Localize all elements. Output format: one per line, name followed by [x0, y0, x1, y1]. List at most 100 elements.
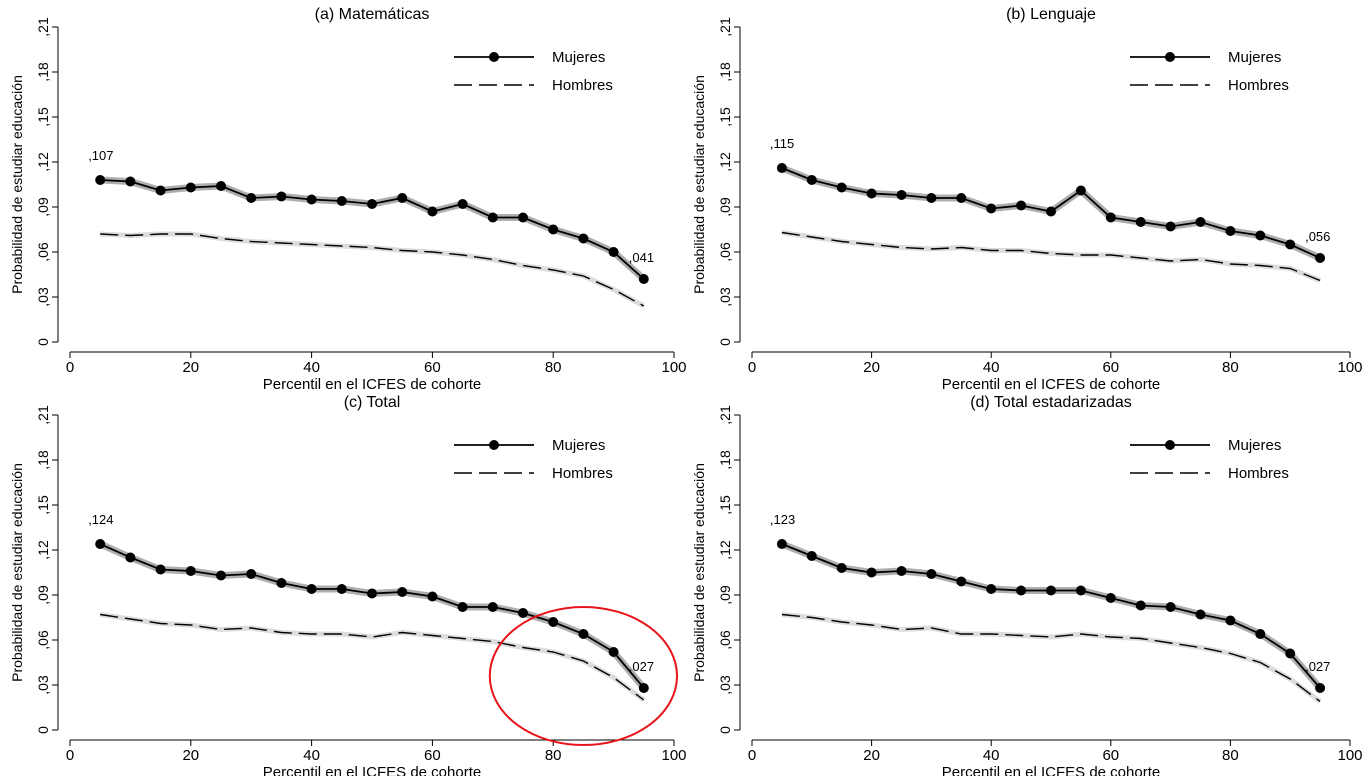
x-axis-label: Percentil en el ICFES de cohorte [942, 764, 1160, 776]
series-line-hombres [781, 231, 1321, 282]
data-point-mujeres [1046, 585, 1056, 596]
x-tick-label: 40 [303, 747, 320, 764]
x-tick-label: 0 [748, 747, 756, 764]
data-point-mujeres [986, 584, 997, 594]
series-band-mujeres [100, 176, 647, 282]
data-point-mujeres [155, 185, 166, 196]
y-tick-label: ,15 [35, 107, 51, 127]
series-band-mujeres [780, 540, 1323, 691]
x-tick-label: 0 [66, 747, 74, 764]
y-tick-label: ,21 [35, 405, 51, 425]
legend-marker-mujeres [1165, 440, 1175, 450]
data-point-mujeres [1135, 217, 1146, 227]
data-point-mujeres [1046, 206, 1056, 217]
data-point-mujeres [1165, 221, 1176, 232]
series-line-hombres [100, 613, 645, 701]
data-point-mujeres [1315, 253, 1326, 263]
x-tick-label: 80 [1222, 359, 1239, 376]
x-axis-label: Percentil en el ICFES de cohorte [263, 376, 481, 393]
data-point-mujeres [216, 570, 226, 581]
legend-label-mujeres: Mujeres [552, 437, 605, 454]
data-point-mujeres [276, 191, 287, 202]
data-point-mujeres [397, 193, 408, 203]
x-tick-label: 20 [182, 747, 199, 764]
y-tick-label: ,06 [717, 242, 733, 262]
y-tick-label: ,03 [35, 675, 51, 695]
x-tick-label: 60 [1102, 747, 1119, 764]
y-tick-label: ,03 [717, 287, 733, 307]
data-point-mujeres [1285, 648, 1296, 659]
y-tick-label: ,09 [717, 585, 733, 605]
y-axis-label: Probabilidad de estudiar educación [9, 463, 25, 682]
data-point-mujeres [956, 193, 967, 203]
y-tick-label: 0 [717, 726, 733, 734]
y-tick-label: ,12 [35, 152, 51, 172]
data-point-mujeres [185, 566, 196, 576]
chart-panel-3: (c) Total 0 ,03 ,06 ,09 ,12 ,15 ,18 ,21 Probabili… [9, 394, 687, 776]
data-point-mujeres [1315, 683, 1326, 693]
data-point-mujeres [125, 552, 136, 563]
x-tick-label: 20 [863, 747, 880, 764]
chart-title: (c) Total [344, 394, 401, 411]
x-tick-label: 80 [545, 359, 562, 376]
series-line-hombres [100, 233, 645, 307]
y-tick-label: ,15 [717, 495, 733, 515]
x-tick-label: 100 [661, 359, 686, 376]
y-tick-label: ,12 [717, 540, 733, 560]
legend-label-hombres: Hombres [552, 465, 613, 482]
legend-label-hombres: Hombres [1228, 77, 1289, 94]
y-axis-label: Probabilidad de estudiar educación [691, 463, 707, 682]
data-point-mujeres [216, 181, 226, 191]
data-point-mujeres [1075, 185, 1086, 196]
y-tick-label: ,09 [717, 197, 733, 217]
data-point-mujeres [608, 647, 619, 657]
series-band-hombres [100, 231, 645, 309]
data-point-mujeres [1255, 629, 1266, 639]
y-axis-label: Probabilidad de estudiar educación [691, 75, 707, 294]
data-point-mujeres [608, 247, 619, 257]
data-label: ,123 [770, 512, 795, 527]
x-axis-label: Percentil en el ICFES de cohorte [263, 764, 481, 776]
x-axis-label: Percentil en el ICFES de cohorte [942, 376, 1160, 393]
x-tick-label: 80 [545, 747, 562, 764]
legend-marker-mujeres [1165, 52, 1175, 62]
data-point-mujeres [457, 199, 468, 209]
data-label: ,056 [1305, 229, 1330, 244]
chart-title: (a) Matemáticas [315, 6, 430, 23]
y-tick-label: 0 [717, 338, 733, 346]
data-point-mujeres [306, 194, 317, 205]
series-band-hombres [781, 230, 1322, 283]
data-point-mujeres [548, 224, 559, 235]
legend-marker-mujeres [489, 440, 499, 450]
data-point-mujeres [246, 569, 257, 579]
series-line-mujeres [99, 543, 645, 689]
data-point-mujeres [806, 551, 817, 561]
chart-panel-1: (a) Matemáticas 0 ,03 ,06 ,09 ,12 ,15 ,18 ,21 Pro… [9, 6, 687, 393]
data-point-mujeres [578, 233, 589, 244]
y-tick-label: ,21 [717, 17, 733, 37]
x-tick-label: 80 [1222, 747, 1239, 764]
data-point-mujeres [276, 578, 287, 588]
x-tick-label: 60 [424, 359, 441, 376]
data-label: ,124 [88, 512, 113, 527]
y-tick-label: ,18 [35, 450, 51, 470]
data-point-mujeres [1105, 593, 1116, 603]
y-tick-label: ,18 [717, 450, 733, 470]
data-label: ,041 [629, 250, 654, 265]
y-tick-label: 0 [35, 726, 51, 734]
data-point-mujeres [306, 584, 317, 594]
data-point-mujeres [836, 182, 847, 193]
chart-panel-4: (d) Total estadarizadas 0 ,03 ,06 ,09 ,12 ,15,… [691, 394, 1363, 776]
data-point-mujeres [1165, 602, 1176, 612]
data-point-mujeres [1225, 226, 1236, 236]
data-point-mujeres [1225, 615, 1236, 626]
data-point-mujeres [548, 617, 559, 627]
y-tick-label: 0 [35, 338, 51, 346]
legend-label-hombres: Hombres [1228, 465, 1289, 482]
y-tick-label: ,18 [717, 62, 733, 82]
y-tick-label: ,12 [35, 540, 51, 560]
data-point-mujeres [487, 212, 498, 223]
y-tick-label: ,21 [717, 405, 733, 425]
data-point-mujeres [926, 569, 937, 579]
